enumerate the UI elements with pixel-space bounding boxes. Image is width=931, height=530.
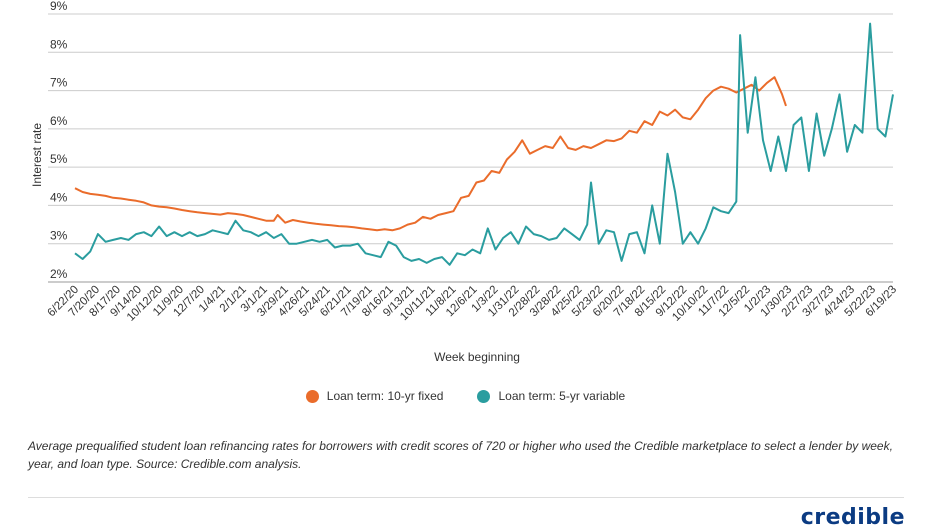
- line-chart: 2% 3% 4% 5% 6% 7% 8% 9% 6/22/207/20/208/17/209/…: [30, 0, 900, 364]
- series-line-5yr-variable: [74, 22, 894, 266]
- series-line-10yr-fixed: [74, 76, 787, 232]
- legend-label-variable: Loan term: 5-yr variable: [498, 389, 626, 403]
- credible-logo[interactable]: credible: [800, 505, 905, 530]
- y-tick-label: 6%: [50, 114, 68, 128]
- y-tick-label: 8%: [50, 37, 68, 51]
- y-tick-label: 3%: [50, 229, 68, 243]
- series-lines: [74, 22, 894, 266]
- legend: Loan term: 10-yr fixed Loan term: 5-yr v…: [0, 389, 931, 403]
- legend-swatch-variable: [477, 389, 491, 403]
- legend-item-variable[interactable]: Loan term: 5-yr variable: [477, 389, 625, 403]
- x-axis-ticks: 6/22/207/20/208/17/209/14/2010/12/2011/9…: [46, 284, 900, 324]
- y-tick-label: 9%: [50, 0, 68, 13]
- y-axis-ticks: 2% 3% 4% 5% 6% 7% 8% 9%: [50, 0, 68, 281]
- gridlines: [48, 13, 893, 283]
- legend-item-fixed[interactable]: Loan term: 10-yr fixed: [305, 389, 444, 403]
- legend-swatch-fixed: [305, 389, 319, 403]
- y-tick-label: 7%: [50, 76, 68, 90]
- y-axis-label: Interest rate: [30, 123, 44, 187]
- chart-caption: Average prequalified student loan refina…: [28, 439, 893, 471]
- y-tick-label: 5%: [50, 152, 68, 166]
- legend-label-fixed: Loan term: 10-yr fixed: [326, 389, 444, 403]
- divider: [28, 497, 904, 498]
- y-tick-label: 4%: [50, 190, 68, 204]
- y-tick-label: 2%: [50, 267, 68, 281]
- x-axis-label: Week beginning: [434, 350, 520, 364]
